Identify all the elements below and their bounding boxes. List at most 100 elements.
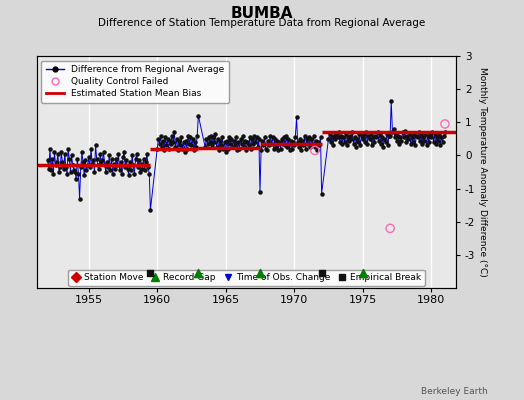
Point (258, 137, 267, 144)
Point (400, 134, 408, 140)
Point (421, 131, 430, 137)
Point (116, 159, 125, 165)
Point (246, 134, 254, 140)
Point (435, 131, 443, 137)
Point (373, 129, 381, 136)
Point (94, 162, 102, 168)
Point (420, 137, 429, 144)
Point (167, 141, 175, 147)
Point (48, 156, 57, 162)
Point (106, 167, 115, 174)
Point (85, 164, 94, 170)
Point (68, 152, 76, 159)
Point (60, 166, 68, 172)
Point (294, 144, 303, 150)
Point (326, 139, 335, 145)
Point (201, 144, 210, 150)
Point (441, 121, 449, 127)
Point (222, 149, 230, 155)
Point (139, 156, 148, 162)
Point (362, 129, 370, 136)
Point (80, 172, 89, 178)
Point (286, 147, 294, 154)
Point (423, 132, 432, 139)
Point (288, 146, 296, 152)
Point (403, 132, 411, 139)
Point (386, 225, 395, 232)
Point (252, 139, 260, 145)
Point (268, 134, 277, 140)
Point (218, 134, 226, 140)
Point (259, 142, 268, 149)
Point (351, 134, 359, 140)
Point (316, 134, 325, 140)
Point (331, 136, 340, 142)
Legend: Station Move, Record Gap, Time of Obs. Change, Empirical Break: Station Move, Record Gap, Time of Obs. C… (68, 270, 425, 286)
Point (221, 139, 229, 145)
Point (344, 134, 352, 140)
Point (277, 136, 286, 142)
Point (219, 146, 227, 152)
Point (88, 160, 96, 167)
Point (145, 170, 154, 177)
Point (384, 142, 392, 149)
Point (162, 142, 171, 149)
Point (336, 139, 344, 145)
Point (141, 159, 150, 165)
Point (193, 132, 201, 139)
Point (146, 207, 155, 213)
Point (388, 129, 397, 136)
Point (90, 169, 99, 175)
Point (350, 141, 358, 147)
Point (57, 149, 66, 155)
Point (185, 141, 193, 147)
Text: Berkeley Earth: Berkeley Earth (421, 387, 487, 396)
Point (401, 127, 409, 134)
Point (298, 137, 307, 144)
Point (95, 166, 103, 172)
Point (386, 132, 395, 139)
Point (69, 162, 77, 168)
Point (120, 149, 128, 155)
Point (313, 147, 321, 154)
Point (275, 139, 283, 145)
Point (265, 142, 274, 149)
Point (346, 132, 354, 139)
Point (160, 147, 168, 154)
Point (194, 270, 202, 276)
Point (330, 132, 339, 139)
Point (383, 131, 391, 137)
Point (130, 170, 138, 177)
Point (301, 146, 310, 152)
Point (158, 144, 166, 150)
Point (114, 150, 123, 157)
Point (227, 136, 236, 142)
Point (273, 137, 281, 144)
Point (63, 170, 71, 177)
Point (412, 132, 421, 139)
Point (209, 134, 217, 140)
Point (71, 169, 79, 175)
Point (97, 159, 105, 165)
Point (396, 134, 405, 140)
Point (399, 129, 407, 136)
Point (138, 166, 147, 172)
Point (356, 142, 365, 149)
Point (339, 134, 347, 140)
Text: Difference of Station Temperature Data from Regional Average: Difference of Station Temperature Data f… (99, 18, 425, 28)
Point (77, 164, 85, 170)
Point (369, 134, 377, 140)
Point (318, 190, 326, 197)
Point (115, 167, 124, 174)
Point (318, 270, 326, 276)
Point (411, 142, 419, 149)
Point (244, 142, 253, 149)
Point (136, 169, 144, 175)
Point (236, 136, 245, 142)
Point (233, 147, 241, 154)
Point (234, 139, 243, 145)
Y-axis label: Monthly Temperature Anomaly Difference (°C): Monthly Temperature Anomaly Difference (… (478, 67, 487, 277)
Point (224, 146, 232, 152)
Point (127, 167, 135, 174)
Point (256, 270, 264, 276)
